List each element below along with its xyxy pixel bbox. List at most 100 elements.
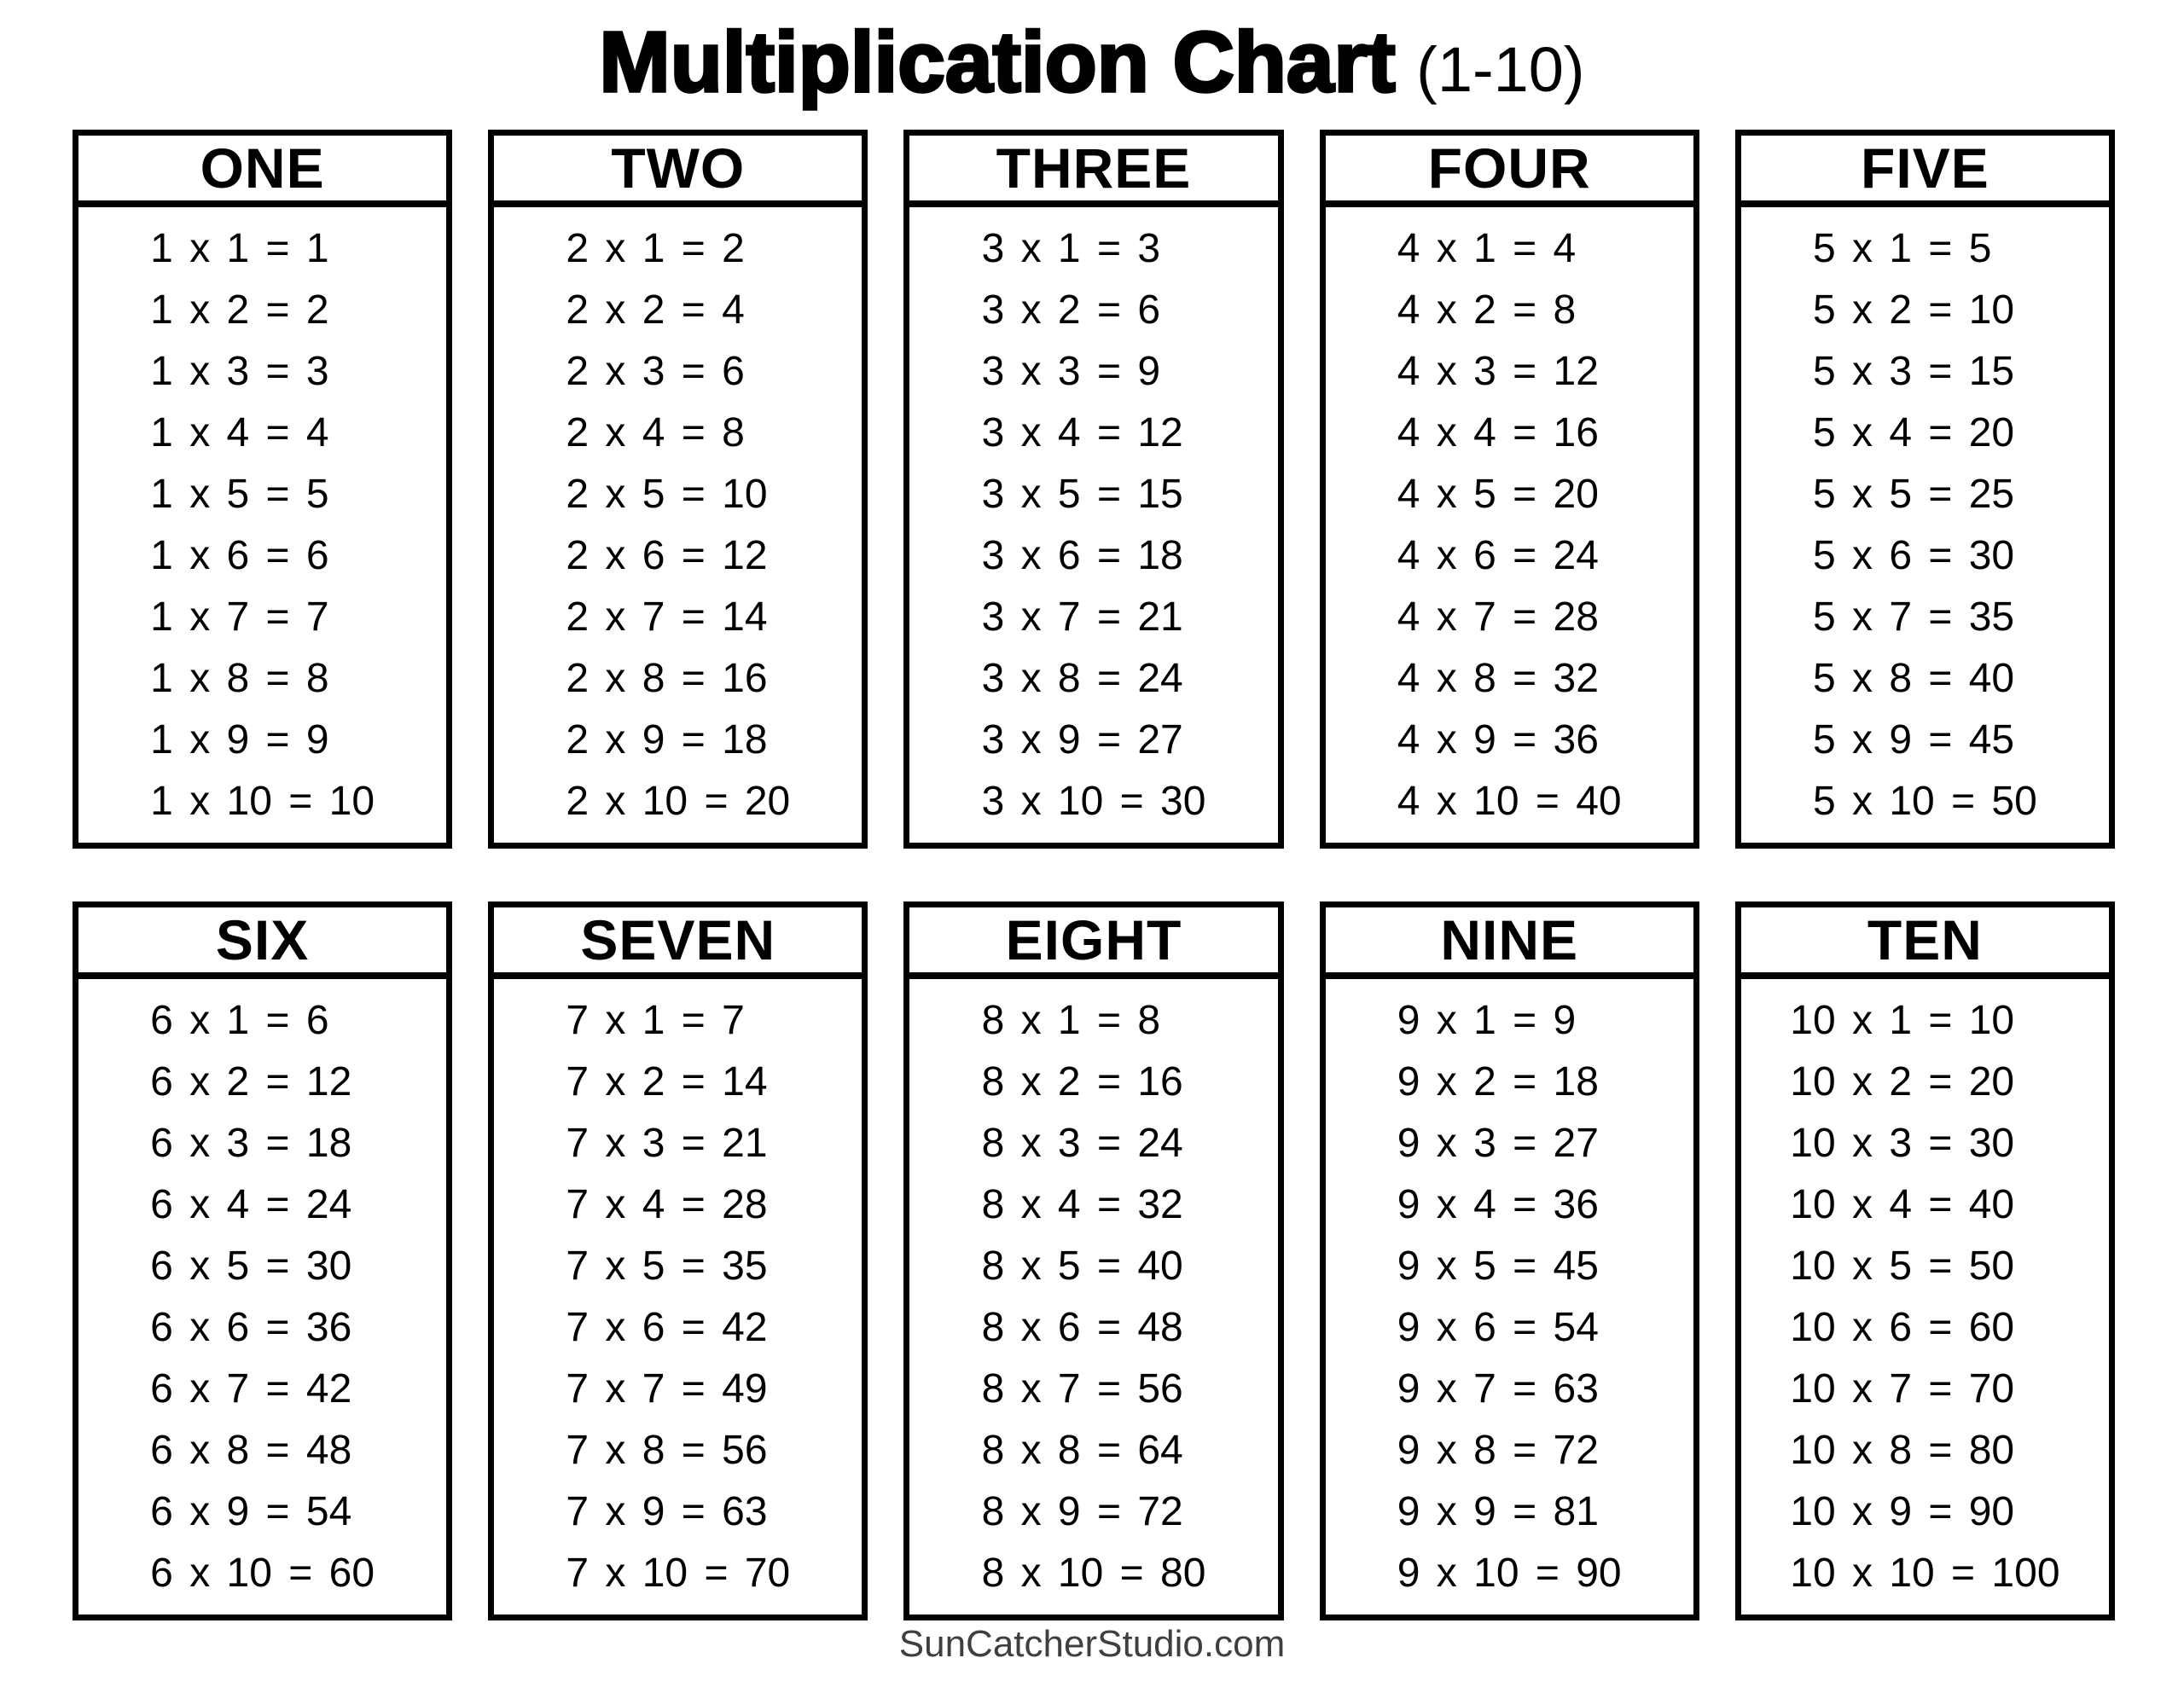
footer-credit: SunCatcherStudio.com: [898, 1623, 1286, 1665]
fact-line: 10 x 1 = 10: [1790, 998, 2015, 1043]
fact-line: 7 x 10 = 70: [566, 1551, 791, 1596]
fact-line: 2 x 4 = 8: [566, 410, 745, 455]
card-facts: 3 x 1 = 3 3 x 2 = 6 3 x 3 = 9 3 x 4 = 12 3 x…: [982, 218, 1206, 832]
fact-line: 4 x 7 = 28: [1397, 594, 1599, 640]
fact-line: 5 x 2 = 10: [1812, 287, 2015, 333]
fact-line: 10 x 7 = 70: [1790, 1366, 2015, 1412]
fact-line: 5 x 4 = 20: [1812, 410, 2015, 455]
fact-line: 5 x 5 = 25: [1812, 472, 2015, 517]
fact-line: 4 x 9 = 36: [1397, 717, 1599, 762]
fact-line: 2 x 2 = 4: [566, 287, 745, 333]
card-title: THREE: [909, 136, 1278, 207]
fact-line: 8 x 5 = 40: [981, 1244, 1183, 1289]
fact-line: 1 x 8 = 8: [150, 656, 329, 701]
fact-line: 6 x 8 = 48: [150, 1428, 352, 1473]
fact-line: 9 x 7 = 63: [1397, 1366, 1599, 1412]
fact-line: 6 x 1 = 6: [150, 998, 329, 1043]
multiplication-card: TWO 2 x 1 = 2 2 x 2 = 4 2 x 3 = 6 2 x 4 = 8…: [488, 130, 868, 849]
fact-line: 6 x 5 = 30: [150, 1244, 352, 1289]
fact-line: 4 x 6 = 24: [1397, 533, 1599, 578]
fact-line: 1 x 10 = 10: [150, 779, 375, 824]
fact-line: 7 x 1 = 7: [566, 998, 745, 1043]
fact-line: 1 x 3 = 3: [150, 349, 329, 394]
card-title: TEN: [1740, 907, 2109, 979]
fact-line: 4 x 5 = 20: [1397, 472, 1599, 517]
fact-line: 4 x 1 = 4: [1397, 226, 1577, 271]
fact-line: 4 x 8 = 32: [1397, 656, 1599, 701]
fact-line: 3 x 8 = 24: [981, 656, 1183, 701]
fact-line: 10 x 8 = 80: [1790, 1428, 2015, 1473]
card-facts: 6 x 1 = 6 6 x 2 = 12 6 x 3 = 18 6 x 4 = 24 6…: [150, 990, 375, 1604]
fact-line: 2 x 7 = 14: [566, 594, 768, 640]
fact-line: 7 x 8 = 56: [566, 1428, 768, 1473]
card-title: SIX: [78, 907, 447, 979]
fact-line: 8 x 7 = 56: [981, 1366, 1183, 1412]
fact-line: 5 x 6 = 30: [1812, 533, 2015, 578]
fact-line: 1 x 5 = 5: [150, 472, 329, 517]
fact-line: 3 x 3 = 9: [981, 349, 1161, 394]
cards-grid: ONE 1 x 1 = 1 1 x 2 = 2 1 x 3 = 3 1 x 4 = 4…: [0, 130, 2184, 1620]
fact-line: 8 x 9 = 72: [981, 1489, 1183, 1534]
fact-line: 1 x 7 = 7: [150, 594, 329, 640]
card-body: 10 x 1 = 10 10 x 2 = 20 10 x 3 = 30 10 x 4 …: [1741, 979, 2109, 1615]
fact-line: 10 x 2 = 20: [1790, 1059, 2015, 1104]
fact-line: 8 x 3 = 24: [981, 1121, 1183, 1166]
fact-line: 8 x 1 = 8: [981, 998, 1161, 1043]
card-title: FIVE: [1740, 136, 2109, 207]
fact-line: 4 x 2 = 8: [1397, 287, 1577, 333]
fact-line: 7 x 7 = 49: [566, 1366, 768, 1412]
fact-line: 2 x 1 = 2: [566, 226, 745, 271]
fact-line: 6 x 7 = 42: [150, 1366, 352, 1412]
fact-line: 1 x 9 = 9: [150, 717, 329, 762]
fact-line: 6 x 3 = 18: [150, 1121, 352, 1166]
fact-line: 2 x 3 = 6: [566, 349, 745, 394]
card-title: FOUR: [1325, 136, 1693, 207]
multiplication-card: ONE 1 x 1 = 1 1 x 2 = 2 1 x 3 = 3 1 x 4 = 4…: [73, 130, 453, 849]
fact-line: 7 x 3 = 21: [566, 1121, 768, 1166]
fact-line: 3 x 4 = 12: [981, 410, 1183, 455]
fact-line: 2 x 10 = 20: [566, 779, 791, 824]
fact-line: 9 x 3 = 27: [1397, 1121, 1599, 1166]
fact-line: 4 x 10 = 40: [1397, 779, 1622, 824]
card-body: 9 x 1 = 9 9 x 2 = 18 9 x 3 = 27 9 x 4 = 36 9…: [1326, 979, 1693, 1615]
card-facts: 9 x 1 = 9 9 x 2 = 18 9 x 3 = 27 9 x 4 = 36 9…: [1397, 990, 1622, 1604]
fact-line: 5 x 1 = 5: [1812, 226, 1992, 271]
multiplication-card: SIX 6 x 1 = 6 6 x 2 = 12 6 x 3 = 18 6 x 4 =…: [73, 901, 453, 1620]
fact-line: 7 x 6 = 42: [566, 1305, 768, 1350]
multiplication-card: FIVE 5 x 1 = 5 5 x 2 = 10 5 x 3 = 15 5 x 4 …: [1734, 130, 2115, 849]
card-body: 1 x 1 = 1 1 x 2 = 2 1 x 3 = 3 1 x 4 = 4 1 x …: [78, 207, 446, 843]
card-title: EIGHT: [909, 907, 1278, 979]
fact-line: 10 x 5 = 50: [1790, 1244, 2015, 1289]
fact-line: 3 x 1 = 3: [981, 226, 1161, 271]
fact-line: 8 x 2 = 16: [981, 1059, 1183, 1104]
card-body: 8 x 1 = 8 8 x 2 = 16 8 x 3 = 24 8 x 4 = 32 8…: [909, 979, 1277, 1615]
card-body: 6 x 1 = 6 6 x 2 = 12 6 x 3 = 18 6 x 4 = 24 6…: [78, 979, 446, 1615]
fact-line: 3 x 9 = 27: [981, 717, 1183, 762]
fact-line: 9 x 8 = 72: [1397, 1428, 1599, 1473]
fact-line: 7 x 9 = 63: [566, 1489, 768, 1534]
fact-line: 10 x 4 = 40: [1790, 1182, 2015, 1227]
card-facts: 5 x 1 = 5 5 x 2 = 10 5 x 3 = 15 5 x 4 = 20 5…: [1813, 218, 2037, 832]
fact-line: 2 x 8 = 16: [566, 656, 768, 701]
fact-line: 1 x 1 = 1: [150, 226, 329, 271]
fact-line: 4 x 3 = 12: [1397, 349, 1599, 394]
fact-line: 8 x 10 = 80: [981, 1551, 1206, 1596]
fact-line: 10 x 3 = 30: [1790, 1121, 2015, 1166]
card-facts: 8 x 1 = 8 8 x 2 = 16 8 x 3 = 24 8 x 4 = 32 8…: [982, 990, 1206, 1604]
fact-line: 6 x 6 = 36: [150, 1305, 352, 1350]
card-body: 3 x 1 = 3 3 x 2 = 6 3 x 3 = 9 3 x 4 = 12 3 x…: [909, 207, 1277, 843]
card-body: 2 x 1 = 2 2 x 2 = 4 2 x 3 = 6 2 x 4 = 8 2 x …: [494, 207, 862, 843]
fact-line: 3 x 5 = 15: [981, 472, 1183, 517]
fact-line: 8 x 8 = 64: [981, 1428, 1183, 1473]
card-facts: 4 x 1 = 4 4 x 2 = 8 4 x 3 = 12 4 x 4 = 16 4 …: [1397, 218, 1622, 832]
fact-line: 9 x 1 = 9: [1397, 998, 1577, 1043]
multiplication-card: EIGHT 8 x 1 = 8 8 x 2 = 16 8 x 3 = 24 8 x 4…: [903, 901, 1284, 1620]
fact-line: 6 x 2 = 12: [150, 1059, 352, 1104]
fact-line: 3 x 10 = 30: [981, 779, 1206, 824]
page-title-main: Multiplication Chart: [598, 13, 1397, 112]
card-facts: 2 x 1 = 2 2 x 2 = 4 2 x 3 = 6 2 x 4 = 8 2 x …: [566, 218, 790, 832]
fact-line: 5 x 10 = 50: [1812, 779, 2037, 824]
fact-line: 6 x 9 = 54: [150, 1489, 352, 1534]
card-facts: 7 x 1 = 7 7 x 2 = 14 7 x 3 = 21 7 x 4 = 28 7…: [566, 990, 790, 1604]
fact-line: 9 x 9 = 81: [1397, 1489, 1599, 1534]
